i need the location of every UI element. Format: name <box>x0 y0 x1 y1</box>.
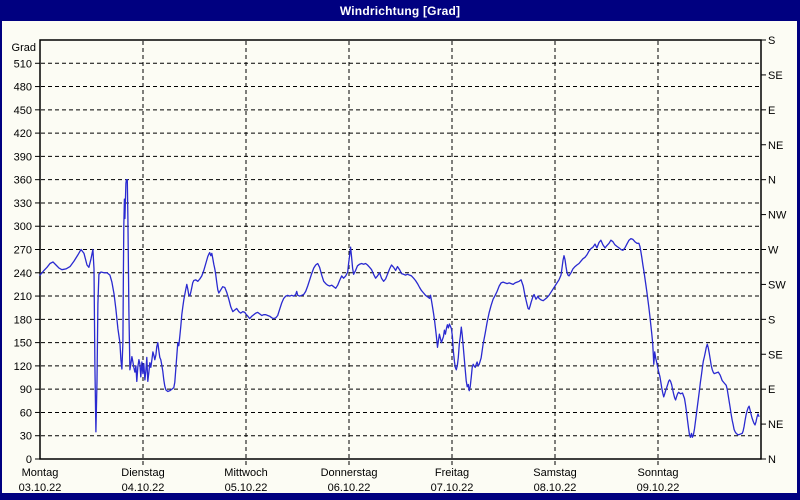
y-tick-label: 450 <box>14 105 32 117</box>
compass-label: E <box>768 384 775 396</box>
y-tick-label: 0 <box>26 454 32 466</box>
day-date-label: 07.10.22 <box>431 482 474 494</box>
y-tick-label: 300 <box>14 221 32 233</box>
y-tick-label: 360 <box>14 175 32 187</box>
day-date-label: 03.10.22 <box>19 482 62 494</box>
y-tick-label: 270 <box>14 245 32 257</box>
y-tick-label: 60 <box>20 407 32 419</box>
window-title: Windrichtung [Grad] <box>339 3 461 18</box>
y-axis-unit-label: Grad <box>12 42 36 54</box>
plot-frame <box>39 39 762 460</box>
y-tick-label: 90 <box>20 384 32 396</box>
wind-direction-line <box>39 179 760 438</box>
day-name-label: Sonntag <box>638 467 679 479</box>
y-tick-label: 180 <box>14 314 32 326</box>
y-tick-label: 240 <box>14 268 32 280</box>
day-name-label: Dienstag <box>121 467 164 479</box>
day-date-label: 08.10.22 <box>534 482 577 494</box>
compass-label: E <box>768 105 775 117</box>
compass-label: SE <box>768 70 783 82</box>
y-tick-label: 390 <box>14 151 32 163</box>
compass-label: S <box>768 314 775 326</box>
compass-label: NW <box>768 210 787 222</box>
y-tick-label: 330 <box>14 198 32 210</box>
compass-label: W <box>768 245 779 257</box>
day-name-label: Samstag <box>533 467 576 479</box>
day-name-label: Donnerstag <box>321 467 378 479</box>
y-tick-label: 210 <box>14 291 32 303</box>
compass-label: N <box>768 454 776 466</box>
compass-label: NE <box>768 140 783 152</box>
y-tick-label: 120 <box>14 361 32 373</box>
compass-label: SE <box>768 349 783 361</box>
y-tick-label: 150 <box>14 338 32 350</box>
day-name-label: Freitag <box>435 467 469 479</box>
compass-label: SW <box>768 279 786 291</box>
y-tick-label: 480 <box>14 82 32 94</box>
y-tick-label: 30 <box>20 431 32 443</box>
day-date-label: 09.10.22 <box>637 482 680 494</box>
day-name-label: Montag <box>22 467 59 479</box>
day-date-label: 06.10.22 <box>328 482 371 494</box>
compass-label: S <box>768 35 775 47</box>
day-name-label: Mittwoch <box>224 467 267 479</box>
chart-panel <box>2 21 797 493</box>
compass-label: N <box>768 175 776 187</box>
day-date-label: 05.10.22 <box>225 482 268 494</box>
day-date-label: 04.10.22 <box>122 482 165 494</box>
compass-label: NE <box>768 419 783 431</box>
y-tick-label: 420 <box>14 128 32 140</box>
y-tick-label: 510 <box>14 58 32 70</box>
title-bar: Windrichtung [Grad] <box>0 0 800 21</box>
